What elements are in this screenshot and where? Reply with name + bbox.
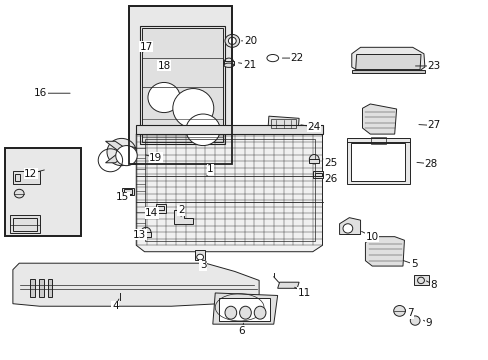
Text: 22: 22 [289,53,303,63]
Bar [346,138,409,184]
Polygon shape [339,218,360,234]
Bar [140,26,224,144]
Ellipse shape [228,37,236,44]
Polygon shape [30,279,35,297]
Bar [219,298,270,320]
Bar [224,61,233,65]
Text: 23: 23 [426,61,439,71]
Ellipse shape [239,306,251,319]
Bar [156,204,166,213]
Ellipse shape [254,306,265,319]
Polygon shape [351,47,424,73]
Polygon shape [212,293,277,324]
Text: 18: 18 [157,61,170,71]
Bar [13,171,40,184]
Polygon shape [362,104,396,134]
Ellipse shape [172,89,213,128]
Ellipse shape [185,114,220,145]
Polygon shape [365,237,404,266]
Bar [15,174,20,181]
Bar [194,249,205,260]
Bar [129,6,232,164]
Text: 24: 24 [306,122,320,132]
Ellipse shape [393,306,405,316]
Ellipse shape [196,254,203,260]
Text: 5: 5 [410,259,417,269]
Text: 28: 28 [423,159,436,169]
Bar [314,173,321,176]
Polygon shape [47,279,52,297]
Polygon shape [267,116,299,131]
Bar [129,6,232,164]
Text: 12: 12 [24,168,38,179]
Polygon shape [173,211,193,224]
Text: 2: 2 [178,206,184,216]
Text: 25: 25 [324,158,337,168]
Text: 26: 26 [324,174,337,184]
Text: 9: 9 [425,319,431,328]
Bar [10,215,40,233]
Text: 21: 21 [242,59,256,69]
Text: 3: 3 [199,260,206,270]
Bar [136,125,322,134]
Text: 8: 8 [429,280,436,290]
Ellipse shape [224,35,239,47]
Text: 15: 15 [116,192,129,202]
Bar [413,275,428,285]
Ellipse shape [409,316,419,325]
Text: 13: 13 [133,230,146,239]
Ellipse shape [116,145,137,166]
Polygon shape [355,54,420,69]
Polygon shape [105,146,136,163]
Text: 17: 17 [139,42,152,51]
Text: 14: 14 [145,208,158,218]
Text: 16: 16 [34,88,47,98]
Text: 6: 6 [237,325,244,336]
Bar [312,171,323,178]
Bar [350,143,405,181]
Polygon shape [142,28,222,142]
Ellipse shape [224,306,236,319]
Ellipse shape [14,189,24,198]
Bar [309,159,319,163]
Polygon shape [105,141,136,158]
Ellipse shape [148,82,180,113]
Bar [141,232,151,237]
Text: 11: 11 [297,288,310,298]
Bar [158,206,163,211]
Bar [13,219,37,231]
Text: 27: 27 [426,121,439,130]
Polygon shape [277,282,299,288]
Polygon shape [351,69,424,73]
Bar [271,120,295,129]
Ellipse shape [224,63,233,67]
Text: 1: 1 [206,164,213,174]
Bar [4,148,81,235]
Ellipse shape [342,224,352,233]
Ellipse shape [141,227,151,237]
Ellipse shape [309,154,319,164]
Bar [4,148,81,235]
Text: 7: 7 [406,309,413,318]
Polygon shape [136,130,322,252]
Polygon shape [13,263,259,306]
Text: 20: 20 [244,36,256,46]
Ellipse shape [107,138,136,166]
Bar [123,189,132,194]
Bar [144,139,315,241]
Bar [122,188,134,195]
Text: 19: 19 [149,153,162,163]
Text: 10: 10 [365,232,378,242]
Text: 4: 4 [112,301,119,311]
Polygon shape [39,279,43,297]
